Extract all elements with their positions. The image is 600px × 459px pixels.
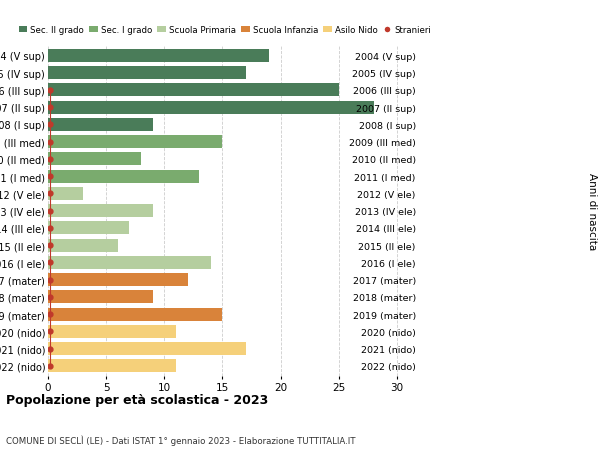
Text: Popolazione per età scolastica - 2023: Popolazione per età scolastica - 2023 [6,393,268,406]
Bar [48,274,187,286]
Bar [48,342,245,355]
Bar [48,84,338,97]
Bar [48,308,223,321]
Bar [48,222,130,235]
Bar [48,239,118,252]
Bar [48,325,176,338]
Bar [48,136,223,149]
Bar [48,170,199,183]
Bar [48,205,152,218]
Bar [48,118,152,132]
Bar [48,67,245,80]
Bar [48,359,176,373]
Text: COMUNE DI SECLÌ (LE) - Dati ISTAT 1° gennaio 2023 - Elaborazione TUTTITALIA.IT: COMUNE DI SECLÌ (LE) - Dati ISTAT 1° gen… [6,435,355,445]
Text: Anni di nascita: Anni di nascita [587,173,597,250]
Bar [48,50,269,63]
Legend: Sec. II grado, Sec. I grado, Scuola Primaria, Scuola Infanzia, Asilo Nido, Stran: Sec. II grado, Sec. I grado, Scuola Prim… [19,26,431,35]
Bar [48,153,141,166]
Bar [48,256,211,269]
Bar [48,291,152,304]
Bar [48,187,83,201]
Bar [48,101,373,114]
